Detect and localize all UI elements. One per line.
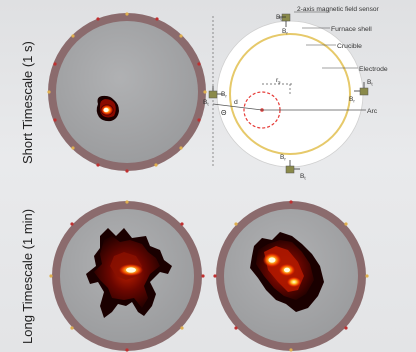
sensor-bottom [285, 160, 300, 174]
arc-label: Arc [367, 108, 378, 115]
b-r-label-top: Br [282, 28, 288, 36]
crucible-label: Crucible [337, 43, 362, 50]
radius-label: rs [276, 77, 281, 85]
b-t-label-bottom: Bt [300, 173, 306, 181]
furnace-bottom-right [213, 200, 369, 352]
furnace-schematic: 2-axis magnetic field sensor Furnace she… [203, 6, 388, 181]
b-r-label-left: Br [221, 91, 227, 99]
b-t-label-top: Bt [276, 14, 282, 22]
theta-label: Θ [221, 110, 227, 117]
furnace-bottom-left [49, 200, 205, 352]
b-t-label-right: Bt [367, 79, 373, 87]
furnace-inner-disk [56, 21, 198, 163]
sensor-label: 2-axis magnetic field sensor [297, 6, 380, 13]
b-r-label-bottom: Br [280, 154, 286, 162]
arc-heat-plume-left [86, 228, 172, 318]
distance-line [212, 103, 263, 111]
furnace-shell-label: Furnace shell [331, 26, 372, 33]
sensor-dots [49, 200, 205, 352]
b-r-label-right: Br [349, 96, 355, 104]
sensor-right [354, 82, 369, 96]
b-t-label-left: Bt [203, 99, 209, 107]
sensor-dots [47, 12, 207, 173]
sensor-dots [213, 200, 369, 352]
sensor-left [208, 86, 224, 99]
electrode-label: Electrode [359, 66, 388, 73]
distance-label: d [234, 99, 238, 106]
arc-heat-spot-short [96, 95, 119, 122]
arc-heat-plume-right [250, 232, 324, 312]
furnace-top-left [47, 12, 207, 173]
sensor-top [278, 13, 291, 27]
